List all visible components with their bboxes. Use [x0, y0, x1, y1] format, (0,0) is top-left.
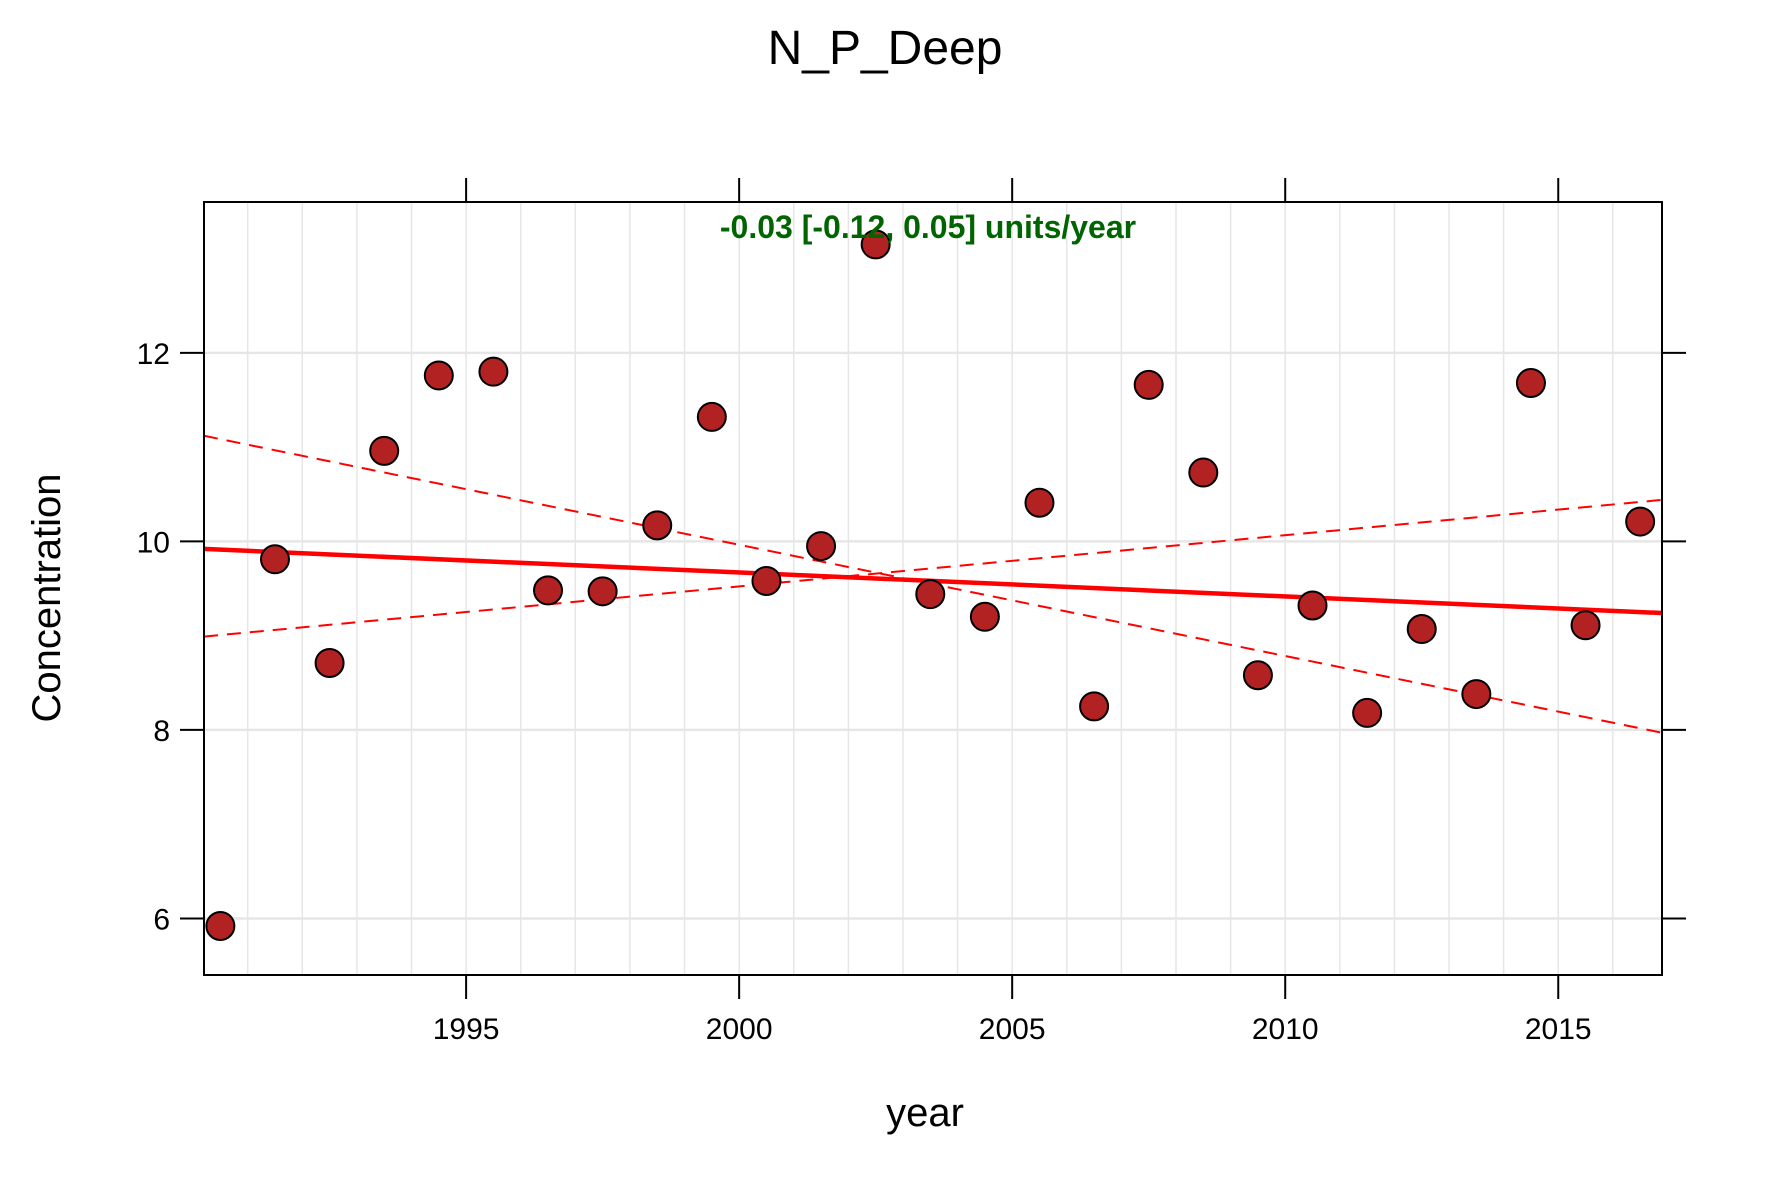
data-point	[860, 229, 891, 260]
axis-ticks: 1995 2000 2005 2010 2015 6 8 10 12	[137, 178, 1686, 1046]
data-point	[642, 510, 673, 541]
data-point	[1406, 614, 1437, 645]
x-axis-title: year	[886, 1091, 964, 1135]
x-tick-label: 2010	[1252, 1013, 1319, 1046]
x-tick-label: 2015	[1525, 1013, 1592, 1046]
y-tick-label: 8	[153, 715, 170, 748]
data-point	[1297, 590, 1328, 621]
x-tick-label: 2000	[706, 1013, 773, 1046]
plot-frame	[203, 201, 1663, 976]
data-point	[1515, 367, 1546, 398]
data-point	[423, 360, 454, 391]
data-point	[1625, 506, 1656, 537]
data-point	[1242, 660, 1273, 691]
chart-title: N_P_Deep	[768, 22, 1003, 75]
data-point	[533, 575, 564, 606]
confidence-line-upper	[203, 498, 1663, 638]
data-point	[259, 544, 290, 575]
data-point	[478, 356, 509, 387]
data-point	[1352, 697, 1383, 728]
data-point	[1079, 691, 1110, 722]
data-point	[1570, 610, 1601, 641]
data-point	[915, 579, 946, 610]
y-axis-title: Concentration	[25, 473, 69, 722]
data-point	[1461, 679, 1492, 710]
data-point	[369, 435, 400, 466]
data-point	[696, 401, 727, 432]
data-point	[751, 565, 782, 596]
data-point	[587, 576, 618, 607]
data-point	[1188, 457, 1219, 488]
y-tick-label: 12	[137, 338, 170, 371]
data-point	[1024, 487, 1055, 518]
data-points	[205, 229, 1656, 941]
data-point	[1133, 369, 1164, 400]
data-point	[969, 601, 1000, 632]
x-tick-label: 2005	[979, 1013, 1046, 1046]
data-point	[205, 910, 236, 941]
y-tick-label: 6	[153, 903, 170, 936]
x-tick-label: 1995	[433, 1013, 500, 1046]
data-point	[314, 647, 345, 678]
trend-annotation: -0.03 [-0.12, 0.05] units/year	[720, 209, 1136, 245]
data-point	[806, 531, 837, 562]
y-tick-label: 10	[137, 526, 170, 559]
